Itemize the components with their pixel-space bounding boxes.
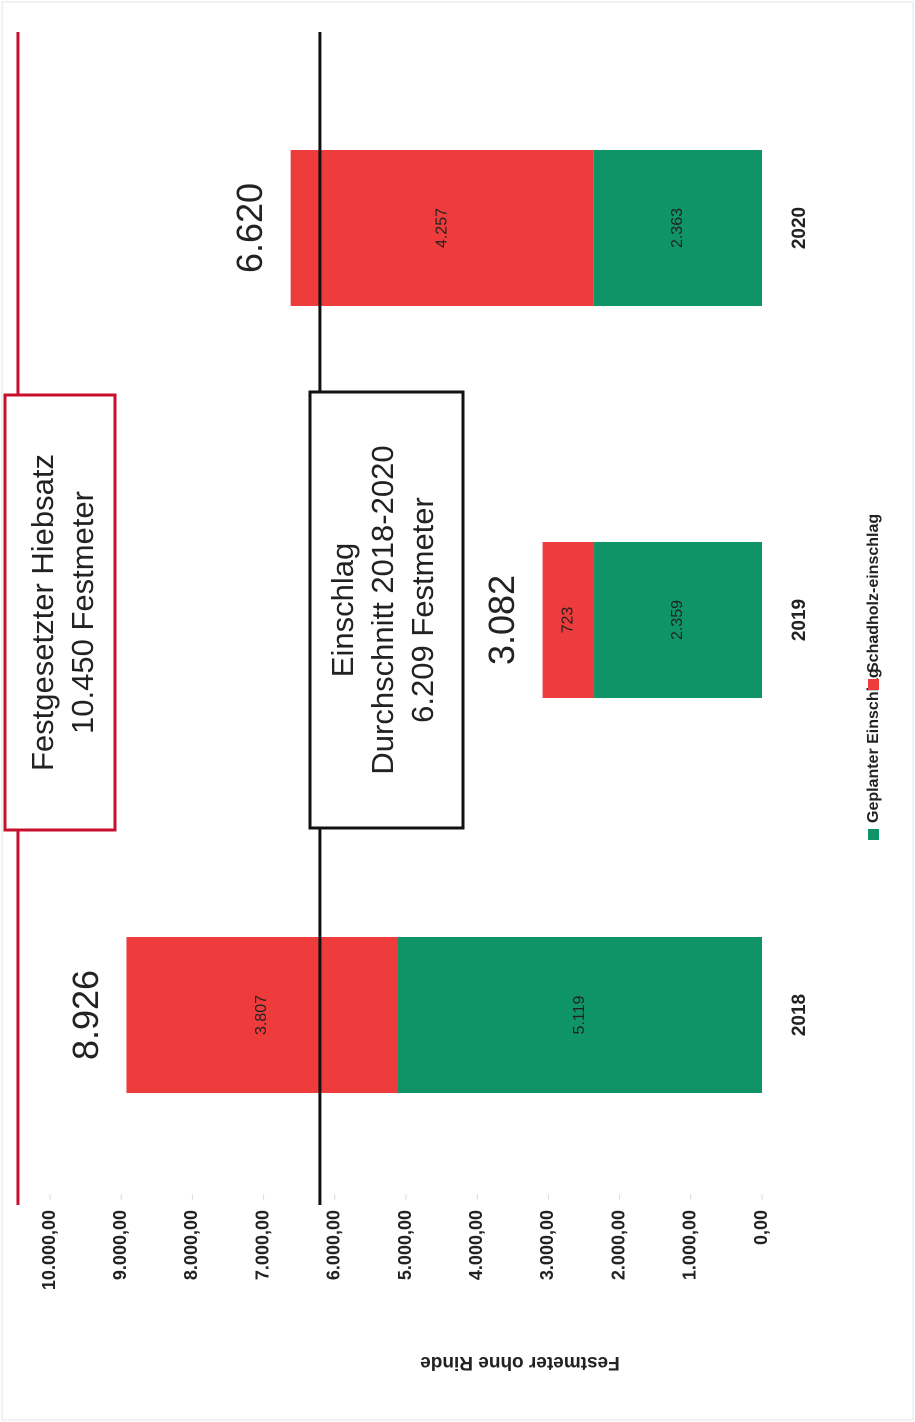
legend-swatch [868,829,879,840]
annotation-text: 6.209 Festmeter [405,497,440,723]
legend-swatch [868,679,879,690]
annotation-text: 10.450 Festmeter [65,491,100,734]
legend-label: Geplanter Einschlag [865,668,882,823]
bar-segment [290,150,594,306]
data-label: 5.119 [571,995,588,1034]
y-tick-label: 10.000,00 [39,1210,59,1290]
y-tick-label: 3.000,00 [537,1210,557,1280]
y-tick-label: 5.000,00 [395,1210,415,1280]
x-tick-label: 2020 [789,207,810,249]
y-tick-label: 9.000,00 [110,1210,130,1280]
y-axis-title: Festmeter ohne Rinde [420,1352,620,1373]
total-label: 8.926 [65,970,106,1060]
y-tick-label: 4.000,00 [466,1210,486,1280]
annotation-text: Einschlag [325,543,360,677]
bar-segment [397,937,762,1093]
bar-segment [542,542,595,698]
bar-segment [126,937,398,1093]
annotation-text: Durchschnitt 2018-2020 [365,445,400,774]
y-tick-label: 0,00 [751,1210,771,1245]
y-tick-label: 1.000,00 [680,1210,700,1280]
data-label: 723 [560,607,577,634]
total-label: 6.620 [229,183,270,273]
rotated-chart: Festmeter ohne Rinde 0,00 1.000,00 2.000,0… [3,32,882,1373]
annotation-box [3,393,117,832]
y-tick-label: 8.000,00 [181,1210,201,1280]
y-tick-label: 6.000,00 [324,1210,344,1280]
data-label: 2.359 [669,600,686,640]
total-label: 3.082 [481,575,522,665]
legend-label: Schadholz-einschlag [865,514,882,673]
bar-segment [593,150,762,306]
annotation-box [308,390,465,830]
data-label: 3.807 [253,995,270,1035]
x-tick-label: 2019 [789,599,810,641]
y-tick-label: 2.000,00 [608,1210,628,1280]
x-tick-label: 2018 [789,994,810,1036]
data-label: 4.257 [433,208,450,248]
annotation-text: Festgesetzter Hiebsatz [25,454,60,771]
bar-segment [594,542,762,698]
y-tick-label: 7.000,00 [252,1210,272,1280]
data-label: 2.363 [669,208,686,248]
